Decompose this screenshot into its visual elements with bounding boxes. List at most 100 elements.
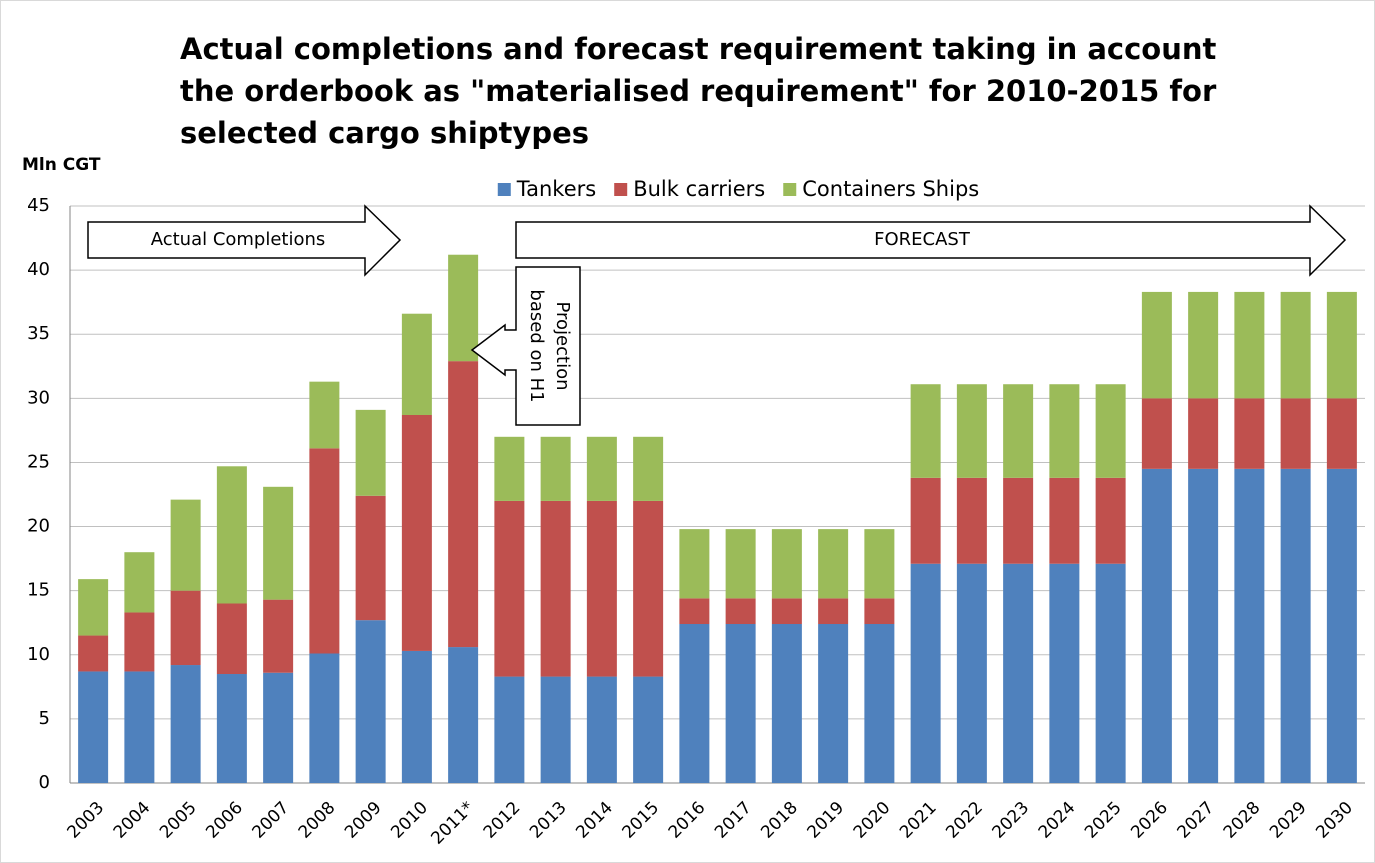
x-tick-label: 2007 <box>248 798 293 843</box>
bar-segment <box>1326 468 1357 783</box>
bar-segment <box>216 603 247 675</box>
bar-segment <box>355 409 386 496</box>
bar-segment <box>1095 563 1126 783</box>
legend-swatch <box>783 183 797 196</box>
chart-title: Actual completions and forecast requirem… <box>180 32 1217 150</box>
legend-swatch <box>614 183 628 196</box>
bar-segment <box>1326 398 1357 469</box>
bar-segment <box>1188 468 1219 783</box>
bar-segment <box>1234 398 1265 469</box>
legend-label: Containers Ships <box>802 177 979 201</box>
bar-segment <box>494 500 525 677</box>
bar-segment <box>633 500 664 677</box>
forecast-arrow <box>515 204 1347 277</box>
bar-segment <box>216 674 247 783</box>
bar-segment <box>864 598 895 625</box>
bar-segment <box>1326 291 1357 399</box>
bar-segment <box>771 598 802 625</box>
legend: Tankers Bulk carriers Containers Ships <box>497 177 979 201</box>
bar-segment <box>864 529 895 599</box>
legend-item: Containers Ships <box>783 177 979 201</box>
bar-segment <box>540 676 571 783</box>
projection-line: Projection <box>552 301 573 390</box>
bars <box>78 254 1357 783</box>
legend-item: Bulk carriers <box>614 177 765 201</box>
x-tick-label: 2020 <box>850 798 895 843</box>
y-tick-label: 45 <box>27 195 50 216</box>
x-tick-label: 2011* <box>427 798 478 849</box>
x-tick-label: 2008 <box>295 798 340 843</box>
bar-segment <box>1003 384 1034 478</box>
x-tick-label: 2028 <box>1220 798 1265 843</box>
bar-segment <box>771 529 802 599</box>
bar-segment <box>170 499 201 591</box>
bar-segment <box>818 598 849 625</box>
bar-segment <box>586 676 617 783</box>
bar-segment <box>540 500 571 677</box>
bar-segment <box>216 466 247 604</box>
x-tick-label: 2004 <box>110 798 155 843</box>
bar-segment <box>263 486 294 600</box>
y-tick-label: 25 <box>27 451 50 472</box>
bar-segment <box>309 381 340 449</box>
x-tick-label: 2029 <box>1266 798 1311 843</box>
bar-segment <box>309 448 340 654</box>
legend-label: Tankers <box>516 177 596 201</box>
x-tick-label: 2015 <box>618 798 663 843</box>
bar-segment <box>633 676 664 783</box>
projection-line: based on H1 <box>526 289 547 402</box>
bar-segment <box>401 313 432 416</box>
bar-segment <box>494 676 525 783</box>
bar-segment <box>679 624 710 783</box>
x-tick-label: 2030 <box>1312 798 1357 843</box>
x-tick-label: 2022 <box>942 798 987 843</box>
forecast-label: FORECAST <box>874 229 971 250</box>
bar-segment <box>1188 291 1219 399</box>
projection-callout <box>470 266 581 426</box>
bar-segment <box>78 635 109 672</box>
x-tick-label: 2006 <box>202 798 247 843</box>
bar-segment <box>1188 398 1219 469</box>
y-tick-label: 40 <box>27 259 50 280</box>
bar-segment <box>1049 384 1080 478</box>
bar-segment <box>725 529 756 599</box>
bar-segment <box>1280 291 1311 399</box>
bar-segment <box>309 653 340 783</box>
y-tick-label: 35 <box>27 323 50 344</box>
actual-label: Actual Completions <box>151 229 326 250</box>
bar-segment <box>448 361 479 648</box>
legend-swatch <box>497 183 511 196</box>
bar-segment <box>355 495 386 621</box>
x-tick-label: 2012 <box>480 798 525 843</box>
bar-segment <box>910 384 941 478</box>
bar-segment <box>1234 468 1265 783</box>
bar-segment <box>725 598 756 625</box>
bar-segment <box>818 624 849 783</box>
projection-text: Projection based on H1 <box>526 289 573 402</box>
bar-segment <box>725 624 756 783</box>
bar-segment <box>1049 477 1080 564</box>
legend-label: Bulk carriers <box>633 177 765 201</box>
bar-segment <box>956 384 987 478</box>
bar-segment <box>78 671 109 783</box>
bar-segment <box>170 590 201 666</box>
x-tick-label: 2016 <box>665 798 710 843</box>
y-tick-label: 10 <box>27 644 50 665</box>
x-tick-label: 2023 <box>988 798 1033 843</box>
bar-segment <box>355 620 386 783</box>
bar-segment <box>1003 563 1034 783</box>
actual-arrow <box>87 204 402 277</box>
bar-segment <box>633 436 664 501</box>
bar-segment <box>124 671 155 783</box>
bar-segment <box>263 599 294 673</box>
bar-segment <box>679 598 710 625</box>
x-tick-label: 2014 <box>572 798 617 843</box>
y-tick-label: 5 <box>39 708 50 729</box>
y-tick-label: 0 <box>39 772 50 793</box>
x-tick-label: 2021 <box>896 798 941 843</box>
bar-segment <box>1095 384 1126 478</box>
bar-segment <box>818 529 849 599</box>
bar-segment <box>540 436 571 501</box>
